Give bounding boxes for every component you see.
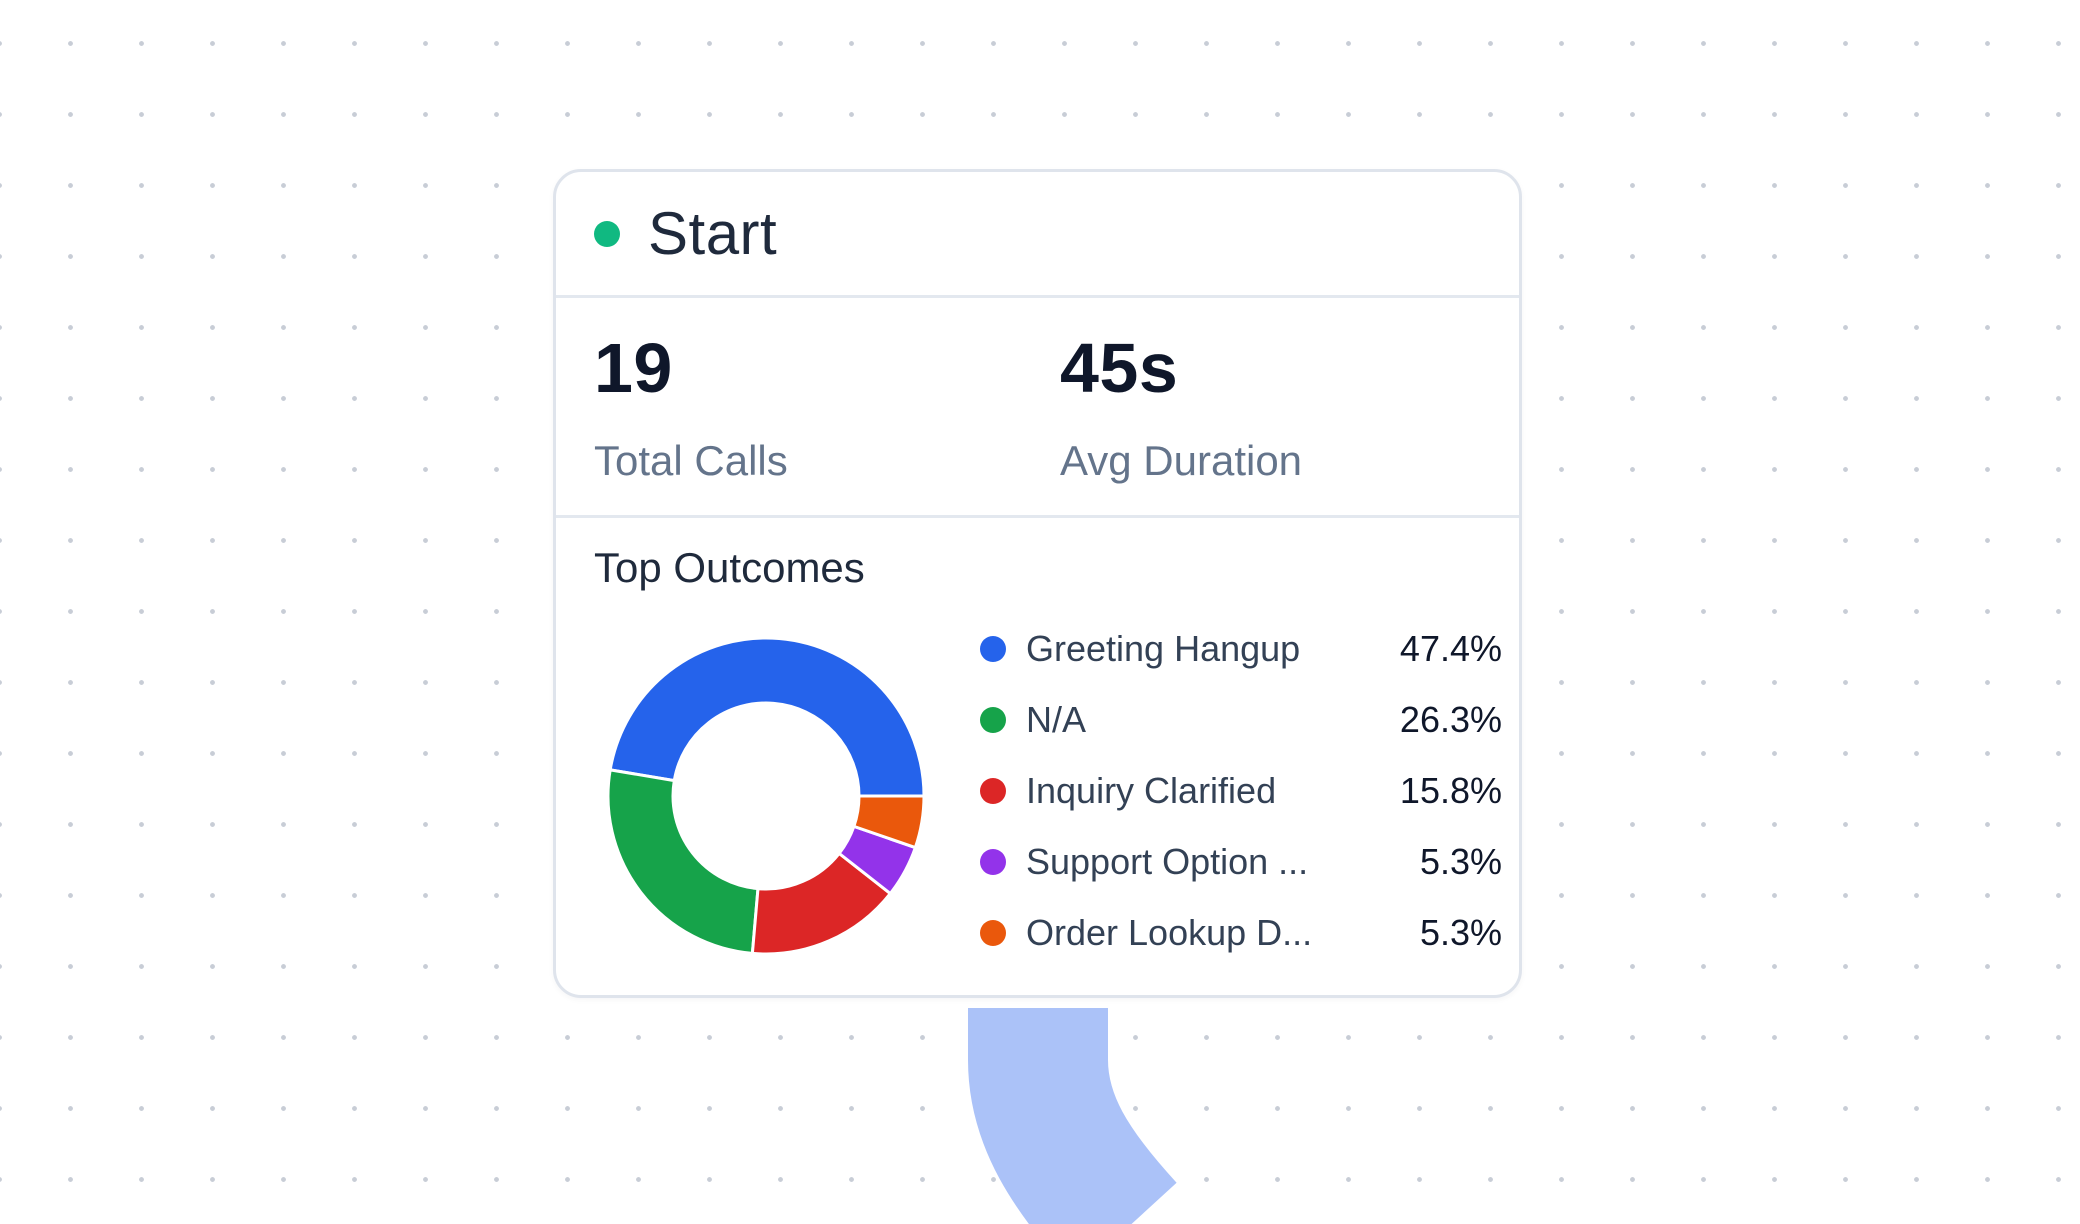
- donut-slice-order-lookup-d[interactable]: [851, 794, 926, 850]
- legend-percent: 26.3%: [1399, 698, 1502, 740]
- legend-color-dot-icon: [980, 848, 1006, 875]
- legend-percent: 5.3%: [1419, 840, 1502, 882]
- legend-label: N/A: [1026, 698, 1087, 740]
- avg-duration-label: Avg Duration: [1060, 437, 1303, 484]
- donut-slice-n-a[interactable]: [606, 768, 760, 956]
- legend-label: Greeting Hangup: [1026, 627, 1301, 669]
- legend-item[interactable]: Inquiry Clarified 15.8%: [980, 755, 1502, 826]
- stats-row: 19 Total Calls 45s Avg Duration: [556, 298, 1519, 518]
- legend-item[interactable]: Greeting Hangup 47.4%: [980, 613, 1502, 684]
- outcomes-donut-chart: [606, 636, 926, 956]
- stat-avg-duration: 45s Avg Duration: [1060, 328, 1302, 486]
- legend-color-dot-icon: [980, 919, 1006, 946]
- legend-item[interactable]: Order Lookup D... 5.3%: [980, 897, 1502, 968]
- outcomes-title: Top Outcomes: [594, 544, 865, 591]
- total-calls-label: Total Calls: [594, 437, 788, 484]
- node-header[interactable]: Start: [556, 172, 1519, 298]
- top-outcomes-section: Top Outcomes Greeting Hangup 47.4% N/A 2…: [556, 518, 1519, 992]
- stat-total-calls: 19 Total Calls: [594, 328, 788, 486]
- legend-label: Support Option ...: [1026, 840, 1309, 882]
- status-dot-icon: [594, 220, 620, 247]
- connector-path[interactable]: [968, 1008, 1177, 1224]
- legend-color-dot-icon: [980, 706, 1006, 733]
- start-node-card[interactable]: Start 19 Total Calls 45s Avg Duration To…: [553, 169, 1522, 998]
- legend-color-dot-icon: [980, 635, 1006, 662]
- legend-item[interactable]: N/A 26.3%: [980, 684, 1502, 755]
- legend-percent: 5.3%: [1419, 911, 1502, 953]
- node-title: Start: [648, 200, 778, 267]
- legend-percent: 47.4%: [1399, 627, 1502, 669]
- legend-percent: 15.8%: [1399, 769, 1502, 811]
- legend-label: Inquiry Clarified: [1026, 769, 1277, 811]
- legend-item[interactable]: Support Option ... 5.3%: [980, 826, 1502, 897]
- legend-color-dot-icon: [980, 777, 1006, 804]
- donut-slice-greeting-hangup[interactable]: [608, 636, 926, 798]
- outcomes-legend: Greeting Hangup 47.4% N/A 26.3% Inquiry …: [980, 613, 1502, 968]
- legend-label: Order Lookup D...: [1026, 911, 1313, 953]
- avg-duration-value: 45s: [1060, 329, 1179, 407]
- total-calls-value: 19: [594, 329, 673, 407]
